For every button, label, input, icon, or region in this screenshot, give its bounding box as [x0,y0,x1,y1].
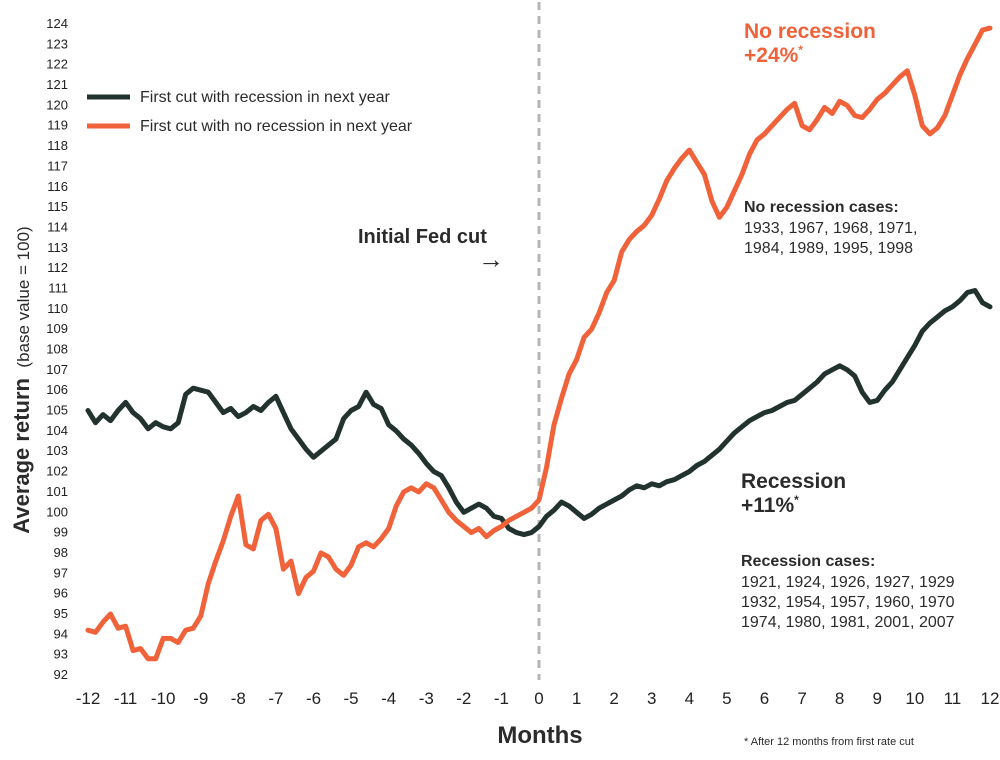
x-tick-label: 3 [647,689,656,708]
x-tick-label: -2 [456,689,471,708]
x-tick-label: -1 [494,689,509,708]
recession-cases-line-1: 1921, 1924, 1926, 1927, 1929 [741,574,955,591]
series-line-recession [85,288,993,538]
no-recession-title: No recession [744,20,876,43]
x-tick-label: -12 [76,689,101,708]
y-tick-label: 112 [47,260,68,275]
y-tick-label: 107 [46,362,68,377]
y-tick-label: 120 [46,97,68,112]
y-tick-label: 93 [54,647,68,662]
y-tick-label: 110 [47,301,68,316]
y-tick-label: 121 [46,77,68,92]
y-tick-label: 119 [47,118,68,133]
y-tick-label: 102 [46,464,68,479]
x-tick-label: 7 [797,689,806,708]
x-tick-label: 10 [905,689,924,708]
y-tick-label: 109 [46,321,68,336]
x-axis-ticks: -12 -11 -10 -9 -8 -7 -6 -5 -4 -3 -2 -1 0 1 2 3 4 5 6 7 8 9 10 1… [76,689,1000,708]
y-tick-label: 95 [54,606,68,621]
x-tick-label: -5 [344,689,359,708]
x-tick-label: -8 [231,689,246,708]
x-tick-label: 1 [572,689,581,708]
y-tick-label: 114 [47,219,68,234]
y-tick-label: 106 [46,382,68,397]
y-axis-label-note: (base value = 100) [14,226,33,367]
no-recession-cases-line-2: 1984, 1989, 1995, 1998 [744,240,913,257]
no-recession-cases-title: No recession cases: [744,199,899,216]
y-tick-label: 100 [46,504,68,519]
y-tick-label: 117 [47,158,68,173]
x-tick-label: -7 [268,689,283,708]
no-recession-footnote-mark: * [798,43,803,57]
footnote: * After 12 months from first rate cut [744,736,914,748]
recession-title: Recession [741,470,846,493]
x-tick-label: 9 [873,689,882,708]
y-tick-label: 113 [47,240,68,255]
y-tick-label: 123 [46,36,68,51]
recession-value-line: +11%* [741,493,799,517]
series-line-no-recession [85,25,993,662]
y-tick-label: 124 [46,16,68,31]
x-tick-label: 5 [722,689,731,708]
y-tick-label: 115 [47,199,68,214]
legend: First cut with recession in next year Fi… [87,89,413,135]
x-axis-label: Months [497,722,582,749]
x-tick-label: 8 [835,689,844,708]
x-tick-label: 6 [760,689,769,708]
y-tick-label: 97 [54,565,68,580]
y-tick-label: 104 [46,423,68,438]
no-recession-cases-line-1: 1933, 1967, 1968, 1971, [744,220,918,237]
fed-cut-arrow: → [478,244,504,274]
x-tick-label: -3 [419,689,434,708]
y-tick-label: 101 [46,484,68,499]
fed-cut-label: Initial Fed cut [358,226,487,248]
recession-cases-line-3: 1974, 1980, 1981, 2001, 2007 [741,614,955,631]
y-tick-label: 103 [46,443,68,458]
recession-cases-line-2: 1932, 1954, 1957, 1960, 1970 [741,594,955,611]
x-tick-label: -4 [381,689,396,708]
x-tick-label: -9 [193,689,208,708]
y-tick-label: 122 [46,57,68,72]
x-tick-label: 11 [944,689,962,708]
y-axis-ticks: 92 93 94 95 96 97 98 99 100 101 102 103 104 105 106 107… [46,16,68,682]
x-tick-label: 0 [534,689,543,708]
y-tick-label: 105 [46,403,68,418]
series-layer [85,25,993,662]
y-tick-label: 94 [54,626,68,641]
x-tick-label: -11 [114,689,137,708]
recession-cases-title: Recession cases: [741,553,875,570]
x-tick-label: 4 [685,689,694,708]
y-tick-label: 108 [46,342,68,357]
recession-footnote-mark: * [794,493,799,507]
legend-label-no-recession: First cut with no recession in next year [140,118,413,135]
y-tick-label: 99 [54,525,68,540]
x-tick-label: 12 [981,689,1000,708]
y-axis-label-main: Average return [9,378,34,534]
x-tick-label: -6 [306,689,321,708]
y-tick-label: 116 [47,179,68,194]
legend-label-recession: First cut with recession in next year [140,89,391,106]
y-tick-label: 118 [47,138,68,153]
recession-value: +11% [741,494,794,517]
y-tick-label: 98 [54,545,68,560]
no-recession-value: +24% [744,44,799,67]
x-tick-label: 2 [609,689,618,708]
x-tick-label: -10 [151,689,176,708]
y-tick-label: 111 [48,280,68,295]
y-tick-label: 92 [54,667,68,682]
y-axis-label: Average return (base value = 100) [9,226,34,533]
no-recession-value-line: +24%* [744,43,803,67]
y-tick-label: 96 [54,586,68,601]
